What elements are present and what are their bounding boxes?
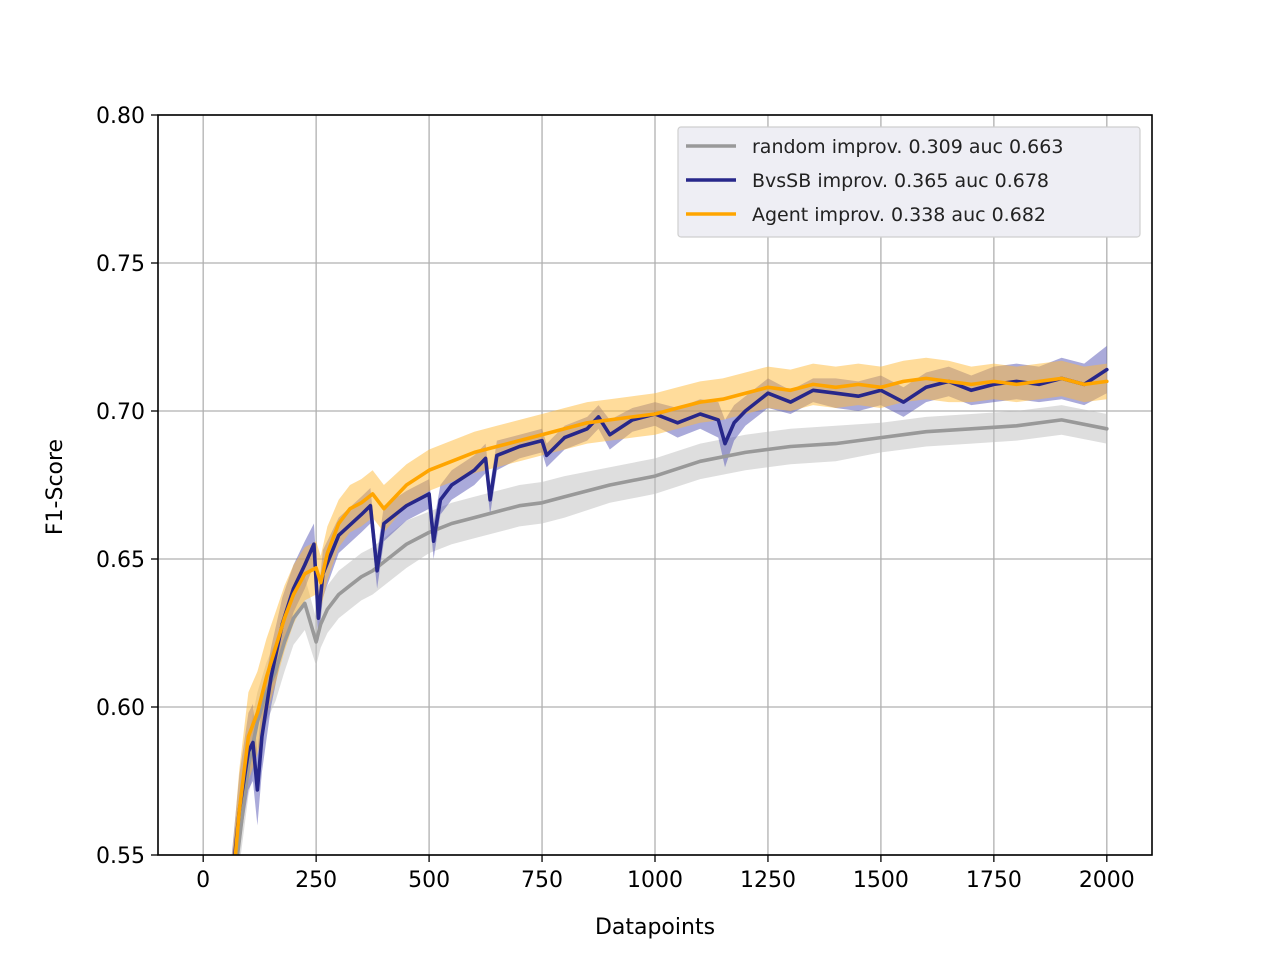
legend-box: [677, 126, 1141, 238]
confidence-bands: [231, 345, 1107, 855]
series-line-2: [233, 376, 1109, 855]
series-band-0: [234, 405, 1107, 855]
x-tick-label: 500: [408, 868, 450, 893]
y-tick-label: 0.70: [96, 400, 145, 425]
legend: random improv. 0.309 auc 0.663 BvsSB impr…: [677, 126, 1141, 238]
legend-entry-0: random improv. 0.309 auc 0.663: [752, 136, 1063, 158]
x-axis: 0 250 500 750 1000 1250 1500 1750 2000: [196, 855, 1135, 893]
grid: [158, 114, 1152, 856]
series-line-0: [235, 418, 1109, 855]
legend-entry-2: Agent improv. 0.338 auc 0.682: [752, 204, 1046, 226]
y-tick-label: 0.75: [96, 252, 145, 277]
y-tick-label: 0.60: [96, 696, 145, 721]
x-axis-label: Datapoints: [595, 915, 715, 940]
y-tick-label: 0.65: [96, 548, 145, 573]
legend-entry-1: BvsSB improv. 0.365 auc 0.678: [752, 170, 1049, 192]
series-line-1: [232, 367, 1109, 855]
x-tick-label: 1000: [627, 868, 683, 893]
x-tick-label: 0: [196, 868, 210, 893]
series-lines: [232, 367, 1109, 855]
series-band-2: [232, 357, 1107, 855]
x-tick-label: 1750: [966, 868, 1022, 893]
x-tick-label: 2000: [1079, 868, 1135, 893]
y-tick-label: 0.55: [96, 844, 145, 869]
x-tick-label: 1500: [853, 868, 909, 893]
y-axis-label: F1-Score: [43, 439, 68, 535]
x-tick-label: 250: [295, 868, 337, 893]
y-tick-label: 0.80: [96, 104, 145, 129]
x-tick-label: 1250: [740, 868, 796, 893]
y-axis: 0.55 0.60 0.65 0.70 0.75 0.80: [96, 104, 158, 869]
x-tick-label: 750: [521, 868, 563, 893]
